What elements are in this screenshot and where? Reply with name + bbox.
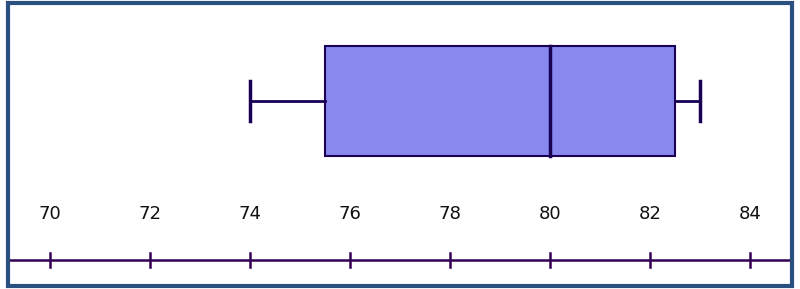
Text: 84: 84 (738, 205, 762, 223)
Text: 70: 70 (38, 205, 62, 223)
Bar (325, 46, 675, 156)
Text: 76: 76 (338, 205, 362, 223)
Text: 72: 72 (138, 205, 162, 223)
Text: 80: 80 (538, 205, 562, 223)
Text: 74: 74 (238, 205, 262, 223)
Text: 78: 78 (438, 205, 462, 223)
Text: 82: 82 (638, 205, 662, 223)
